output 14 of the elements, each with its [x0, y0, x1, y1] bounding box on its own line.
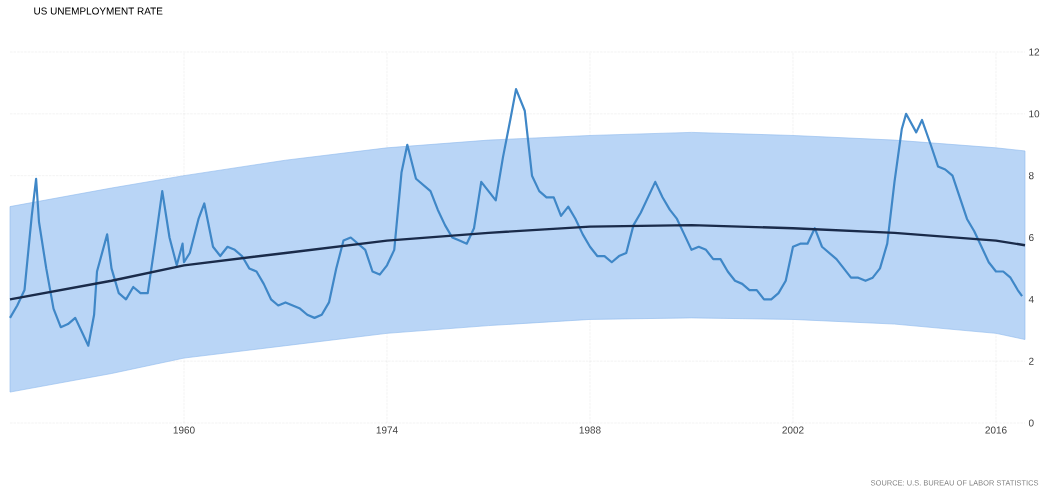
- y-tick-label: 12: [1029, 48, 1040, 56]
- x-tick-label: 1960: [173, 426, 195, 434]
- x-tick-label: 1974: [376, 426, 398, 434]
- chart-title: US UNEMPLOYMENT RATE: [34, 7, 163, 15]
- line-series: [8, 223, 1027, 301]
- y-tick-label: 0: [1028, 419, 1034, 427]
- x-tick-label: 1988: [579, 426, 601, 434]
- y-tick-label: 10: [1029, 110, 1040, 118]
- y-tick-label: 6: [1029, 233, 1034, 242]
- x-tick-label: 2002: [782, 426, 804, 434]
- y-tick-label: 8: [1028, 172, 1034, 180]
- y-tick-label: 4: [1028, 295, 1034, 303]
- x-tick-label: 2016: [985, 426, 1007, 434]
- y-tick-label: 2: [1029, 357, 1034, 365]
